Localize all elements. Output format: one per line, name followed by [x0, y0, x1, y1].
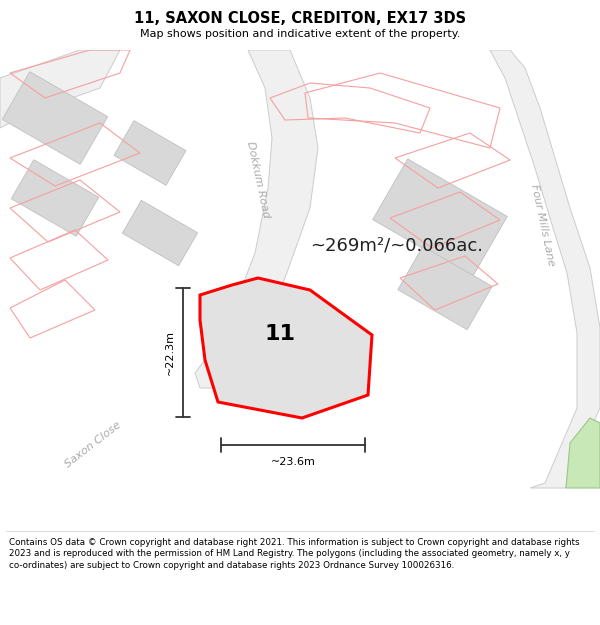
Text: Four Mills Lane: Four Mills Lane — [529, 183, 557, 267]
Text: ~23.6m: ~23.6m — [271, 457, 316, 467]
Text: 11: 11 — [265, 324, 296, 344]
Polygon shape — [490, 50, 600, 488]
Polygon shape — [566, 418, 600, 488]
Polygon shape — [122, 200, 197, 266]
Polygon shape — [398, 246, 492, 329]
Text: 11, SAXON CLOSE, CREDITON, EX17 3DS: 11, SAXON CLOSE, CREDITON, EX17 3DS — [134, 11, 466, 26]
Polygon shape — [114, 121, 186, 186]
Polygon shape — [2, 72, 108, 164]
Text: Saxon Close: Saxon Close — [63, 420, 123, 470]
Polygon shape — [11, 160, 99, 236]
Text: ~269m²/~0.066ac.: ~269m²/~0.066ac. — [310, 236, 483, 254]
Polygon shape — [195, 50, 318, 388]
Text: Contains OS data © Crown copyright and database right 2021. This information is : Contains OS data © Crown copyright and d… — [9, 538, 580, 570]
Polygon shape — [0, 50, 120, 128]
Polygon shape — [200, 278, 372, 418]
Text: Map shows position and indicative extent of the property.: Map shows position and indicative extent… — [140, 29, 460, 39]
Text: Dokkum Road: Dokkum Road — [245, 141, 271, 219]
Text: ~22.3m: ~22.3m — [165, 330, 175, 375]
Polygon shape — [373, 159, 507, 277]
